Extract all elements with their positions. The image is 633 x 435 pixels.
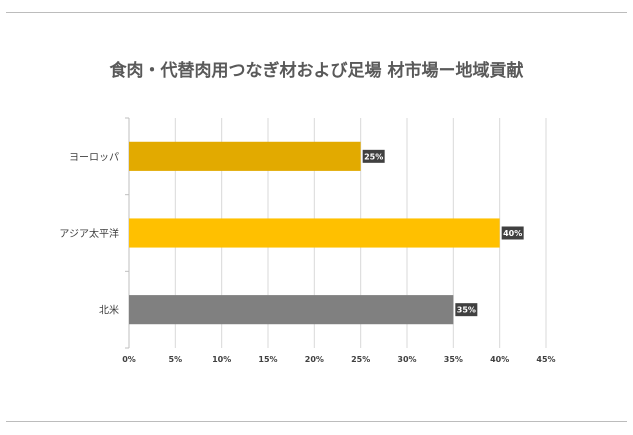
x-tick-label: 35%: [444, 355, 463, 364]
data-label: 40%: [503, 229, 522, 238]
x-tick-label: 40%: [490, 355, 509, 364]
category-label: 北米: [99, 304, 119, 317]
category-label: ヨーロッパ: [69, 151, 119, 163]
x-tick-label: 20%: [305, 355, 324, 364]
data-label-box: [501, 226, 524, 240]
x-tick-label: 25%: [351, 355, 370, 364]
data-label: 35%: [457, 306, 476, 315]
x-tick-label: 15%: [258, 355, 277, 364]
x-tick-label: 5%: [169, 355, 183, 364]
bar: [129, 141, 361, 171]
x-tick-label: 0%: [122, 355, 136, 364]
x-tick-label: 30%: [397, 355, 416, 364]
bar: [129, 295, 454, 325]
data-label-box: [362, 149, 385, 163]
bar: [129, 218, 500, 248]
category-label: アジア太平洋: [59, 227, 119, 240]
x-tick-label: 45%: [536, 355, 555, 364]
chart-title: 食肉・代替肉用つなぎ材および足場 材市場ー地域貢献: [109, 61, 524, 81]
x-tick-label: 10%: [212, 355, 231, 364]
bottom-divider: [6, 421, 627, 422]
top-divider: [6, 12, 627, 13]
data-label-box: [455, 303, 478, 317]
data-label: 25%: [364, 152, 383, 161]
